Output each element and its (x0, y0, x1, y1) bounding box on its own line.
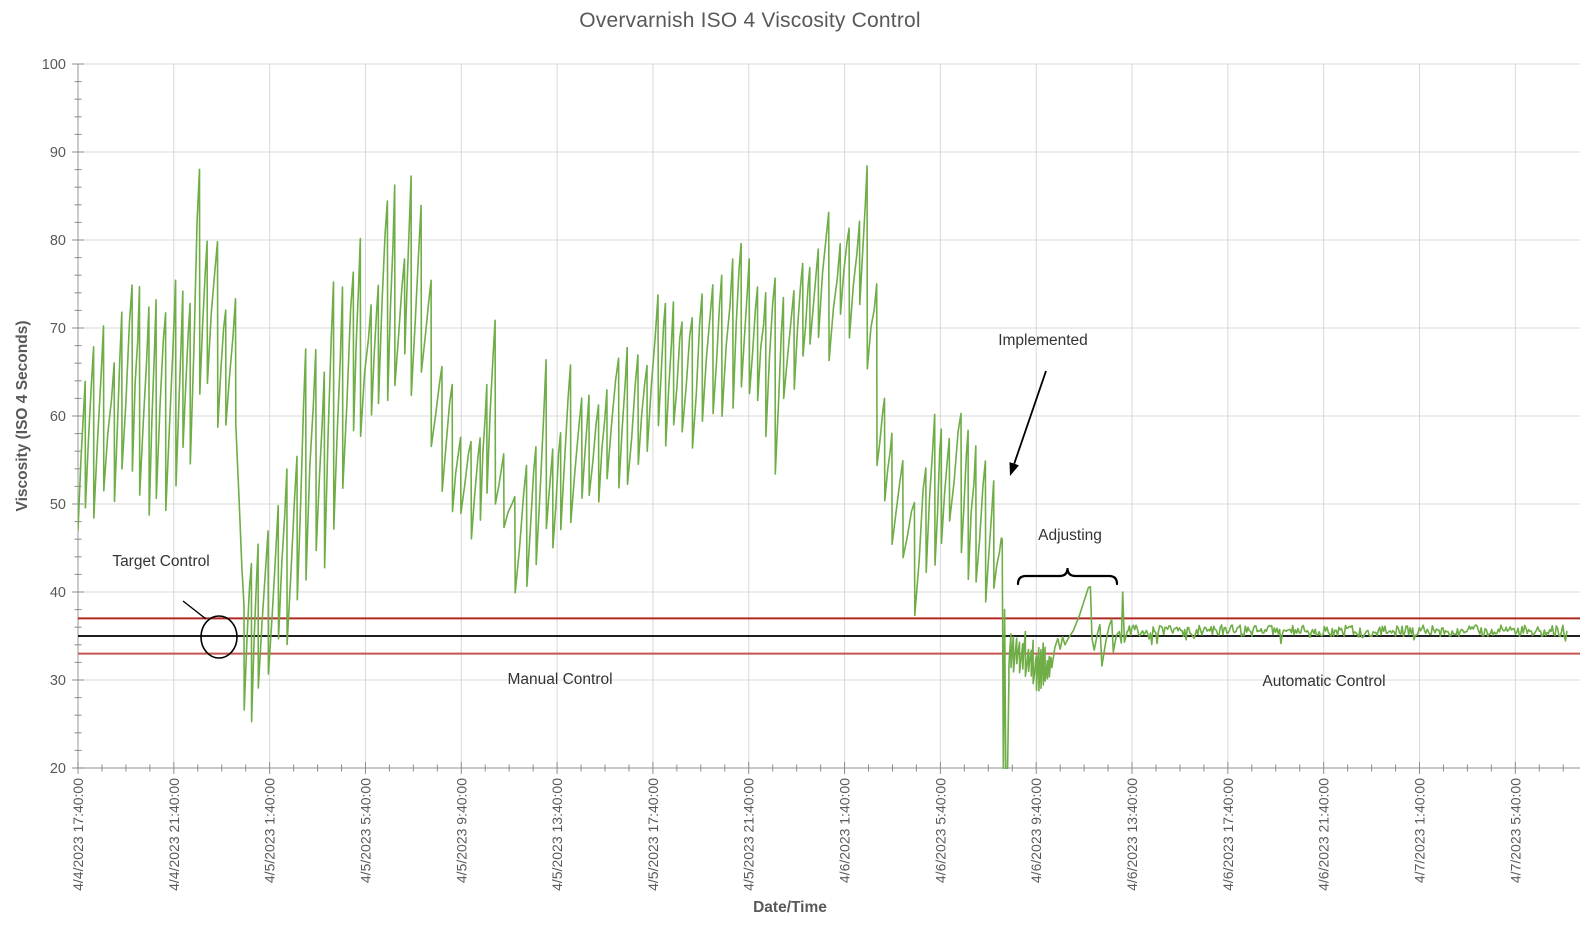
manual-control-label: Manual Control (507, 671, 612, 688)
x-tick-label: 4/6/2023 5:40:00 (932, 778, 948, 883)
y-tick-label: 30 (50, 673, 66, 689)
x-tick-label: 4/6/2023 13:40:00 (1124, 778, 1140, 891)
adjusting-label: Adjusting (1038, 527, 1102, 544)
y-tick-label: 20 (50, 761, 66, 777)
x-tick-label: 4/5/2023 13:40:00 (549, 778, 565, 891)
x-tick-label: 4/6/2023 1:40:00 (837, 778, 853, 883)
y-tick-label: 70 (50, 321, 66, 337)
implemented-arrow-line (1013, 370, 1047, 464)
target-control-leader-line (182, 600, 207, 620)
y-tick-label: 60 (50, 409, 66, 425)
axis-ticks (72, 63, 1564, 774)
reference-lines (78, 617, 1580, 655)
x-tick-labels: 4/4/2023 17:40:00 4/4/2023 21:40:00 4/5/20… (70, 778, 1523, 891)
x-tick-label: 4/7/2023 1:40:00 (1412, 778, 1428, 883)
x-tick-label: 4/5/2023 21:40:00 (741, 778, 757, 891)
adjusting-brace (1016, 567, 1119, 586)
y-tick-label: 100 (42, 57, 66, 73)
x-tick-label: 4/6/2023 17:40:00 (1220, 778, 1236, 891)
y-tick-label: 90 (50, 145, 66, 161)
x-tick-label: 4/7/2023 5:40:00 (1507, 778, 1523, 883)
y-tick-label: 40 (50, 585, 66, 601)
x-tick-label: 4/5/2023 9:40:00 (453, 778, 469, 883)
x-axis-title: Date/Time (753, 899, 827, 916)
x-tick-label: 4/5/2023 5:40:00 (358, 778, 374, 883)
chart-title: Overvarnish ISO 4 Viscosity Control (579, 9, 921, 32)
y-tick-labels: 20 30 40 50 60 70 80 90 100 (42, 57, 66, 777)
y-tick-label: 50 (50, 497, 66, 513)
target-control-circle (200, 615, 238, 659)
x-tick-label: 4/4/2023 21:40:00 (166, 778, 182, 891)
x-tick-label: 4/6/2023 21:40:00 (1316, 778, 1332, 891)
y-axis-title: Viscosity (ISO 4 Seconds) (14, 321, 31, 512)
implemented-arrowhead-icon (1009, 462, 1019, 476)
x-tick-label: 4/4/2023 17:40:00 (70, 778, 86, 891)
annotations: Target Control Implemented Adjusting Manual… (112, 332, 1385, 690)
viscosity-series-line (78, 165, 1568, 769)
automatic-control-label: Automatic Control (1262, 673, 1385, 690)
x-tick-label: 4/5/2023 1:40:00 (262, 778, 278, 883)
x-tick-label: 4/5/2023 17:40:00 (645, 778, 661, 891)
x-tick-label: 4/6/2023 9:40:00 (1028, 778, 1044, 883)
y-tick-label: 80 (50, 233, 66, 249)
implemented-label: Implemented (998, 332, 1088, 349)
target-control-label: Target Control (112, 553, 209, 570)
